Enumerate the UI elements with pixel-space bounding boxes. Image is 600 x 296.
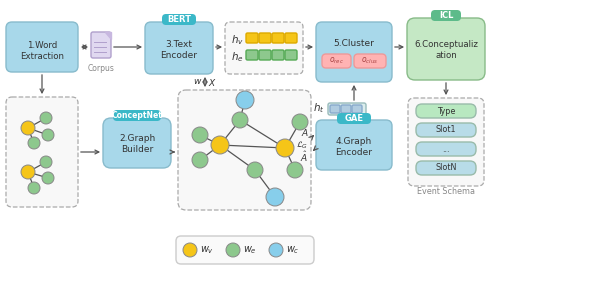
FancyBboxPatch shape xyxy=(113,110,161,121)
Circle shape xyxy=(40,112,52,124)
FancyBboxPatch shape xyxy=(341,105,351,113)
Circle shape xyxy=(28,137,40,149)
Text: $w_c$: $w_c$ xyxy=(286,244,299,256)
Text: 5.Cluster: 5.Cluster xyxy=(334,38,374,47)
Circle shape xyxy=(247,162,263,178)
FancyBboxPatch shape xyxy=(407,18,485,80)
Text: 4.Graph
Encoder: 4.Graph Encoder xyxy=(335,136,373,157)
Circle shape xyxy=(21,121,35,135)
Text: 3.Text
Encoder: 3.Text Encoder xyxy=(161,40,197,60)
FancyBboxPatch shape xyxy=(6,97,78,207)
Circle shape xyxy=(226,243,240,257)
Text: $w_v$: $w_v$ xyxy=(200,244,214,256)
FancyBboxPatch shape xyxy=(337,113,371,124)
Circle shape xyxy=(40,156,52,168)
Text: $w$: $w$ xyxy=(193,78,203,86)
FancyBboxPatch shape xyxy=(103,118,171,168)
FancyBboxPatch shape xyxy=(322,54,351,68)
Text: ...: ... xyxy=(442,144,450,154)
Text: 2.Graph
Builder: 2.Graph Builder xyxy=(119,133,155,155)
FancyBboxPatch shape xyxy=(316,22,392,82)
Text: Slot1: Slot1 xyxy=(436,126,456,134)
FancyBboxPatch shape xyxy=(176,236,314,264)
FancyBboxPatch shape xyxy=(272,33,284,43)
Text: 6.Conceptualiz
ation: 6.Conceptualiz ation xyxy=(414,40,478,60)
Circle shape xyxy=(42,172,54,184)
FancyBboxPatch shape xyxy=(328,103,366,115)
FancyBboxPatch shape xyxy=(416,161,476,175)
Text: $o_{rec}$: $o_{rec}$ xyxy=(329,56,344,66)
FancyBboxPatch shape xyxy=(162,14,196,25)
Circle shape xyxy=(292,114,308,130)
FancyBboxPatch shape xyxy=(259,50,271,60)
Circle shape xyxy=(183,243,197,257)
Text: SlotN: SlotN xyxy=(436,163,457,173)
FancyBboxPatch shape xyxy=(416,104,476,118)
Circle shape xyxy=(21,165,35,179)
FancyBboxPatch shape xyxy=(330,105,340,113)
FancyBboxPatch shape xyxy=(6,22,78,72)
Text: ICL: ICL xyxy=(439,11,453,20)
FancyBboxPatch shape xyxy=(431,10,461,21)
Text: $w_e$: $w_e$ xyxy=(243,244,257,256)
FancyBboxPatch shape xyxy=(285,50,297,60)
Text: Corpus: Corpus xyxy=(88,64,115,73)
Text: $A$: $A$ xyxy=(301,128,309,139)
FancyBboxPatch shape xyxy=(225,22,303,74)
Text: GAE: GAE xyxy=(344,114,364,123)
Text: $h_t$: $h_t$ xyxy=(313,101,325,115)
Circle shape xyxy=(266,188,284,206)
Polygon shape xyxy=(105,32,111,39)
Text: $h_e$: $h_e$ xyxy=(231,50,244,64)
FancyBboxPatch shape xyxy=(416,142,476,156)
Text: ConceptNet: ConceptNet xyxy=(112,111,163,120)
FancyBboxPatch shape xyxy=(145,22,213,74)
Circle shape xyxy=(236,91,254,109)
FancyBboxPatch shape xyxy=(352,105,362,113)
FancyBboxPatch shape xyxy=(259,33,271,43)
Text: 1.Word
Extraction: 1.Word Extraction xyxy=(20,41,64,61)
Text: Event Schema: Event Schema xyxy=(417,187,475,197)
Text: $o_{clus}$: $o_{clus}$ xyxy=(361,56,379,66)
FancyBboxPatch shape xyxy=(178,90,311,210)
Text: BERT: BERT xyxy=(167,15,191,24)
Text: $X$: $X$ xyxy=(208,76,217,88)
FancyBboxPatch shape xyxy=(246,50,258,60)
FancyBboxPatch shape xyxy=(91,32,111,58)
FancyBboxPatch shape xyxy=(272,50,284,60)
Circle shape xyxy=(269,243,283,257)
Circle shape xyxy=(211,136,229,154)
Circle shape xyxy=(287,162,303,178)
Text: Type: Type xyxy=(437,107,455,115)
Circle shape xyxy=(42,129,54,141)
FancyBboxPatch shape xyxy=(246,33,258,43)
FancyBboxPatch shape xyxy=(316,120,392,170)
Text: $\hat{A}$: $\hat{A}$ xyxy=(300,150,308,164)
Circle shape xyxy=(28,182,40,194)
Circle shape xyxy=(192,152,208,168)
FancyBboxPatch shape xyxy=(354,54,386,68)
FancyBboxPatch shape xyxy=(416,123,476,137)
Circle shape xyxy=(232,112,248,128)
FancyBboxPatch shape xyxy=(408,98,484,186)
Text: $h_v$: $h_v$ xyxy=(231,33,244,47)
FancyBboxPatch shape xyxy=(285,33,297,43)
Circle shape xyxy=(276,139,294,157)
Text: $\mathcal{L}_G$: $\mathcal{L}_G$ xyxy=(296,139,308,151)
Circle shape xyxy=(192,127,208,143)
